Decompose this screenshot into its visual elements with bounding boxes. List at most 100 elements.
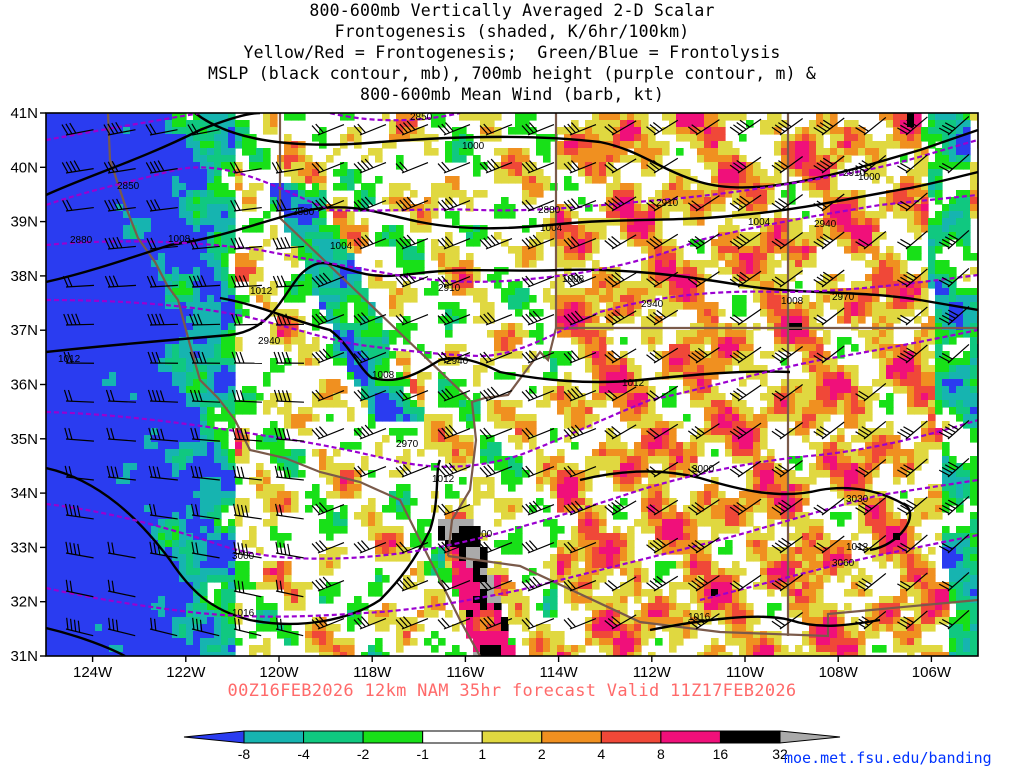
shading-cell [305,204,313,212]
shading-cell [725,246,733,254]
shading-cell [767,190,775,198]
shading-cell [459,260,467,268]
shading-cell [823,442,831,450]
shading-cell [424,442,432,450]
shading-cell [725,449,733,457]
shading-cell [872,239,880,247]
shading-cell [774,148,782,156]
shading-cell [130,267,138,275]
shading-cell [81,120,89,128]
shading-cell [893,386,901,394]
shading-cell [53,372,61,380]
shading-cell [788,197,796,205]
shading-cell [389,386,397,394]
shading-cell [585,134,593,142]
shading-cell [634,218,642,226]
shading-cell [130,274,138,282]
shading-cell [914,316,922,324]
shading-cell [347,323,355,331]
shading-cell [249,274,257,282]
shading-cell [116,330,124,338]
shading-cell [368,330,376,338]
shading-cell [137,141,145,149]
shading-cell [438,449,446,457]
shading-cell [851,302,859,310]
shading-cell [886,288,894,296]
shading-cell [137,183,145,191]
shading-cell [214,183,222,191]
shading-cell [942,337,950,345]
shading-cell [767,456,775,464]
shading-cell [452,351,460,359]
shading-cell [655,288,663,296]
shading-cell [662,281,670,289]
shading-cell [893,204,901,212]
shading-cell [851,449,859,457]
shading-cell [193,190,201,198]
shading-cell [263,155,271,163]
shading-cell [802,400,810,408]
shading-cell [886,113,894,121]
shading-cell [375,148,383,156]
shading-cell [592,323,600,331]
shading-cell [557,386,565,394]
shading-cell [144,309,152,317]
shading-cell [515,288,523,296]
shading-cell [557,351,565,359]
shading-cell [214,428,222,436]
shading-cell [788,239,796,247]
shading-cell [893,274,901,282]
shading-cell [207,113,215,121]
shading-cell [676,302,684,310]
shading-cell [53,365,61,373]
shading-cell [95,337,103,345]
shading-cell [53,141,61,149]
shading-cell [452,218,460,226]
shading-cell [543,477,551,485]
shading-cell [620,484,628,492]
shading-cell [914,449,922,457]
shading-cell [536,477,544,485]
shading-cell [669,183,677,191]
shading-cell [851,225,859,233]
shading-cell [606,316,614,324]
shading-cell [137,127,145,135]
shading-cell [102,316,110,324]
shading-cell [284,295,292,303]
shading-cell [137,344,145,352]
shading-cell [767,274,775,282]
shading-cell [655,491,663,499]
shading-cell [571,484,579,492]
shading-cell [928,421,936,429]
shading-cell [368,281,376,289]
shading-cell [53,407,61,415]
shading-cell [501,463,509,471]
shading-cell [690,113,698,121]
shading-cell [543,176,551,184]
shading-cell [144,463,152,471]
shading-cell [270,456,278,464]
shading-cell [823,225,831,233]
shading-cell [760,421,768,429]
shading-cell [823,400,831,408]
shading-cell [193,169,201,177]
shading-cell [809,365,817,373]
shading-cell [312,211,320,219]
shading-cell [109,407,117,415]
shading-cell [795,463,803,471]
shading-cell [207,463,215,471]
shading-cell [431,253,439,261]
shading-cell [284,253,292,261]
shading-cell [137,288,145,296]
shading-cell [802,365,810,373]
shading-cell [158,442,166,450]
shading-cell [627,470,635,478]
shading-cell [641,218,649,226]
shading-cell [221,365,229,373]
shading-cell [179,372,187,380]
shading-cell [536,190,544,198]
shading-cell [102,365,110,373]
shading-cell [46,197,54,205]
shading-cell [333,316,341,324]
shading-cell [893,120,901,128]
